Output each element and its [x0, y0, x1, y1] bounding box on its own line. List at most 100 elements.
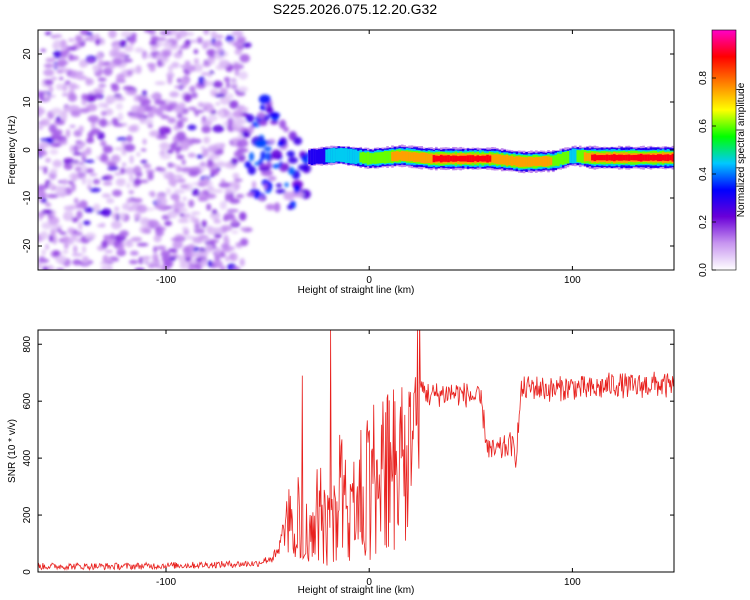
heatmap-noise-cell: [142, 138, 147, 145]
heatmap-noise-cell: [51, 227, 57, 231]
heatmap-noise-cell: [45, 58, 55, 63]
heatmap-noise-cell: [227, 192, 235, 201]
heatmap-noise-cell: [82, 150, 87, 157]
heatmap-band-cell: [571, 148, 575, 164]
heatmap-noise-cell: [105, 95, 117, 104]
heatmap-noise-cell: [219, 96, 231, 105]
heatmap-noise-cell: [71, 173, 78, 182]
heatmap-transition-cell: [251, 180, 257, 189]
heatmap-band-cell: [439, 154, 443, 163]
heatmap-noise-cell: [175, 131, 186, 141]
heatmap-noise-cell: [97, 102, 106, 108]
heatmap-noise-cell: [234, 178, 243, 182]
heatmap-transition-cell: [263, 183, 268, 190]
heatmap-noise-cell: [220, 142, 225, 151]
heatmap-noise-cell: [103, 265, 113, 270]
heatmap-band-cell: [549, 157, 553, 165]
heatmap-noise-cell: [201, 119, 213, 126]
heatmap-band-cell: [544, 156, 548, 167]
heatmap-band-cell: [535, 156, 538, 167]
heatmap-noise-cell: [95, 52, 103, 60]
heatmap-noise-cell: [99, 118, 108, 128]
heatmap-noise-cell: [232, 172, 240, 180]
heatmap-noise-cell: [167, 248, 177, 253]
heatmap-band-cell: [361, 151, 365, 164]
heatmap-noise-cell: [71, 217, 79, 223]
heatmap-noise-cell: [128, 190, 135, 195]
heatmap-noise-cell: [41, 222, 53, 230]
heatmap-noise-cell: [59, 110, 68, 119]
heatmap-noise-cell: [188, 243, 195, 251]
heatmap-noise-cell: [169, 91, 180, 98]
heatmap-noise-cell: [206, 203, 212, 211]
heatmap-noise-cell: [95, 39, 101, 46]
heatmap-band-cell: [408, 151, 411, 162]
heatmap-noise-cell: [79, 161, 85, 165]
heatmap-noise-cell: [100, 266, 106, 270]
heatmap-noise-cell: [160, 114, 170, 120]
heatmap-noise-cell: [147, 171, 154, 181]
heatmap-band-cell: [474, 156, 477, 162]
heatmap-noise-cell: [108, 49, 120, 58]
heatmap-signal-band: [308, 144, 674, 174]
heatmap-band-cell: [469, 155, 472, 163]
heatmap-noise-cell: [160, 153, 172, 160]
heatmap-noise-cell: [41, 249, 46, 256]
y-tick-label: 600: [22, 392, 33, 409]
heatmap-noise-cell: [142, 228, 150, 234]
colorbar-tick-label: 0.2: [698, 215, 709, 229]
heatmap-noise-cell: [68, 46, 78, 51]
heatmap-noise-cell: [150, 35, 159, 42]
heatmap-band-cell: [539, 157, 543, 166]
heatmap-band-cell: [625, 154, 628, 161]
heatmap-noise-cell: [81, 176, 87, 185]
heatmap-noise-cell: [102, 181, 113, 186]
heatmap-noise-cell: [157, 58, 163, 68]
heatmap-band-cell: [459, 155, 463, 162]
heatmap-band-cell: [447, 155, 450, 163]
heatmap-transition-cell: [302, 157, 310, 165]
heatmap-transition-cell: [275, 188, 286, 194]
heatmap-noise-cell: [176, 178, 186, 183]
heatmap-band-cell: [322, 147, 326, 165]
heatmap-noise-cell: [140, 148, 147, 152]
heatmap-band-cell: [486, 154, 489, 163]
heatmap-band-cell: [603, 155, 606, 161]
heatmap-band-cell: [352, 149, 355, 164]
heatmap-noise-cell: [192, 63, 203, 72]
heatmap-noise-cell: [155, 197, 168, 206]
heatmap-noise-cell: [232, 121, 238, 130]
heatmap-noise-cell: [144, 54, 154, 59]
heatmap-noise-cell: [117, 51, 127, 59]
heatmap-noise-cell: [219, 110, 225, 119]
heatmap-band-cell: [464, 155, 467, 162]
heatmap-noise-cell: [207, 158, 214, 168]
heatmap-noise-cell: [119, 167, 126, 175]
heatmap-noise-cell: [208, 154, 221, 161]
heatmap-noise-cell: [59, 45, 68, 50]
heatmap-noise-cell: [112, 189, 123, 197]
heatmap-noise-cell: [76, 210, 83, 219]
heatmap-noise-cell: [69, 104, 77, 110]
snr-y-axis-label: SNR (10 * v/v): [7, 419, 18, 483]
heatmap-noise-cell: [182, 196, 187, 201]
heatmap-band-cell: [449, 155, 453, 162]
x-tick-label: 0: [366, 577, 372, 588]
heatmap-band-cell: [444, 155, 448, 162]
heatmap-noise-cell: [61, 92, 69, 97]
snr-frame: [37, 329, 675, 573]
heatmap-noise-cell: [159, 142, 170, 151]
heatmap-band-cell: [566, 150, 570, 164]
heatmap-noise-cell: [234, 48, 243, 56]
heatmap-band-cell: [491, 154, 494, 163]
heatmap-band-cell: [369, 153, 372, 165]
heatmap-band-cell: [478, 155, 482, 162]
heatmap-noise-cell: [184, 235, 196, 240]
heatmap-noise-cell: [183, 93, 192, 103]
heatmap-noise-cell: [209, 168, 220, 173]
heatmap-noise-cell: [52, 237, 58, 245]
heatmap-noise-cell: [38, 125, 44, 130]
heatmap-noise-cell: [239, 227, 247, 231]
heatmap-band-cell: [381, 151, 384, 164]
heatmap-noise-cell: [73, 197, 79, 204]
